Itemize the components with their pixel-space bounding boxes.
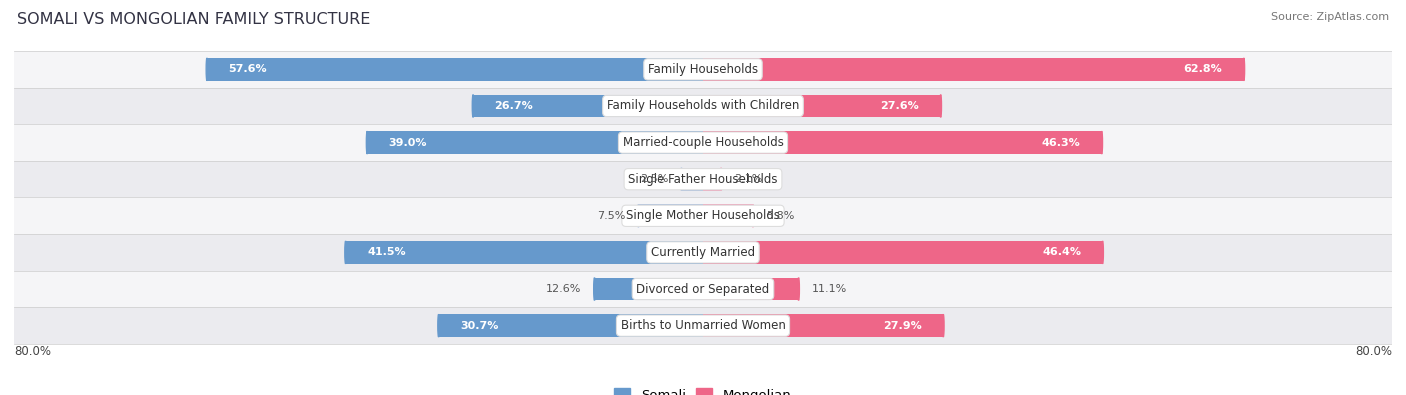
Ellipse shape bbox=[344, 241, 346, 264]
Ellipse shape bbox=[207, 58, 208, 81]
Bar bbox=[14, 198, 1392, 234]
Text: 41.5%: 41.5% bbox=[367, 247, 406, 258]
Ellipse shape bbox=[939, 95, 942, 117]
Ellipse shape bbox=[681, 168, 682, 190]
Ellipse shape bbox=[797, 278, 800, 300]
Bar bbox=[14, 124, 1392, 161]
Bar bbox=[703, 205, 754, 227]
Ellipse shape bbox=[720, 168, 721, 190]
Text: 30.7%: 30.7% bbox=[460, 321, 499, 331]
Ellipse shape bbox=[942, 314, 943, 337]
Text: 80.0%: 80.0% bbox=[1355, 345, 1392, 357]
Text: Source: ZipAtlas.com: Source: ZipAtlas.com bbox=[1271, 12, 1389, 22]
Text: 57.6%: 57.6% bbox=[229, 64, 267, 74]
Text: 2.1%: 2.1% bbox=[734, 174, 762, 184]
Bar bbox=[703, 314, 943, 337]
Text: 27.9%: 27.9% bbox=[883, 321, 922, 331]
Ellipse shape bbox=[437, 314, 440, 337]
Text: 39.0%: 39.0% bbox=[388, 137, 427, 148]
Text: 80.0%: 80.0% bbox=[14, 345, 51, 357]
Bar bbox=[439, 314, 703, 337]
Bar bbox=[14, 88, 1392, 124]
Legend: Somali, Mongolian: Somali, Mongolian bbox=[609, 383, 797, 395]
Text: SOMALI VS MONGOLIAN FAMILY STRUCTURE: SOMALI VS MONGOLIAN FAMILY STRUCTURE bbox=[17, 12, 370, 27]
Bar bbox=[346, 241, 703, 264]
Ellipse shape bbox=[472, 95, 474, 117]
Text: 12.6%: 12.6% bbox=[546, 284, 582, 294]
Text: 7.5%: 7.5% bbox=[598, 211, 626, 221]
Text: Currently Married: Currently Married bbox=[651, 246, 755, 259]
Bar bbox=[14, 161, 1392, 198]
Bar bbox=[14, 307, 1392, 344]
Bar bbox=[14, 51, 1392, 88]
Bar bbox=[207, 58, 703, 81]
Ellipse shape bbox=[367, 131, 368, 154]
Bar bbox=[595, 278, 703, 300]
Text: 2.5%: 2.5% bbox=[640, 174, 669, 184]
Text: 11.1%: 11.1% bbox=[811, 284, 846, 294]
Text: Married-couple Households: Married-couple Households bbox=[623, 136, 783, 149]
Bar bbox=[367, 131, 703, 154]
Text: 26.7%: 26.7% bbox=[495, 101, 533, 111]
Ellipse shape bbox=[1102, 241, 1104, 264]
Bar bbox=[703, 168, 721, 190]
Bar bbox=[472, 95, 703, 117]
Bar bbox=[703, 58, 1244, 81]
Bar bbox=[703, 131, 1102, 154]
Bar bbox=[703, 278, 799, 300]
Ellipse shape bbox=[1243, 58, 1244, 81]
Text: Divorced or Separated: Divorced or Separated bbox=[637, 282, 769, 295]
Bar bbox=[682, 168, 703, 190]
Bar bbox=[14, 271, 1392, 307]
Bar bbox=[703, 95, 941, 117]
Text: 46.4%: 46.4% bbox=[1042, 247, 1081, 258]
Ellipse shape bbox=[593, 278, 595, 300]
Ellipse shape bbox=[752, 205, 754, 227]
Bar bbox=[638, 205, 703, 227]
Text: Single Father Households: Single Father Households bbox=[628, 173, 778, 186]
Text: Single Mother Households: Single Mother Households bbox=[626, 209, 780, 222]
Text: 5.8%: 5.8% bbox=[766, 211, 794, 221]
Ellipse shape bbox=[637, 205, 640, 227]
Bar bbox=[703, 241, 1102, 264]
Text: Family Households: Family Households bbox=[648, 63, 758, 76]
Text: Births to Unmarried Women: Births to Unmarried Women bbox=[620, 319, 786, 332]
Ellipse shape bbox=[1101, 131, 1102, 154]
Text: Family Households with Children: Family Households with Children bbox=[607, 100, 799, 113]
Bar bbox=[14, 234, 1392, 271]
Text: 27.6%: 27.6% bbox=[880, 101, 920, 111]
Text: 46.3%: 46.3% bbox=[1042, 137, 1080, 148]
Text: 62.8%: 62.8% bbox=[1184, 64, 1222, 74]
